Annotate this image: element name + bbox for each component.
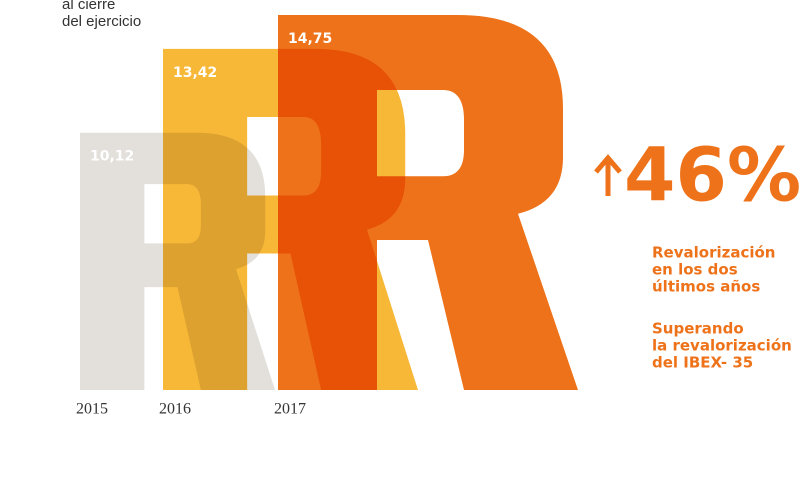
x-tick-label: 2015 — [76, 401, 108, 418]
side-text: del IBEX- 35 — [652, 354, 753, 372]
x-tick-label: 2017 — [274, 401, 306, 418]
side-text: Superando — [652, 320, 744, 338]
up-arrow — [594, 154, 622, 196]
bar — [278, 15, 578, 390]
value-label: 14,75 — [288, 31, 332, 47]
side-text: la revalorización — [652, 337, 792, 355]
x-tick-label: 2016 — [159, 401, 191, 418]
value-label: 10,12 — [90, 149, 134, 165]
side-text: Revalorización — [652, 244, 775, 262]
note-line: del ejercicio — [62, 13, 141, 30]
highlight: 46% — [624, 133, 801, 219]
side-text: en los dos — [652, 261, 738, 279]
note-line: al cierre — [62, 0, 115, 13]
value-label: 13,42 — [173, 65, 217, 81]
bars: 10,12 2015 13,42 2016 14,75 2017 — [76, 15, 578, 418]
side-text: últimos años — [652, 278, 760, 296]
